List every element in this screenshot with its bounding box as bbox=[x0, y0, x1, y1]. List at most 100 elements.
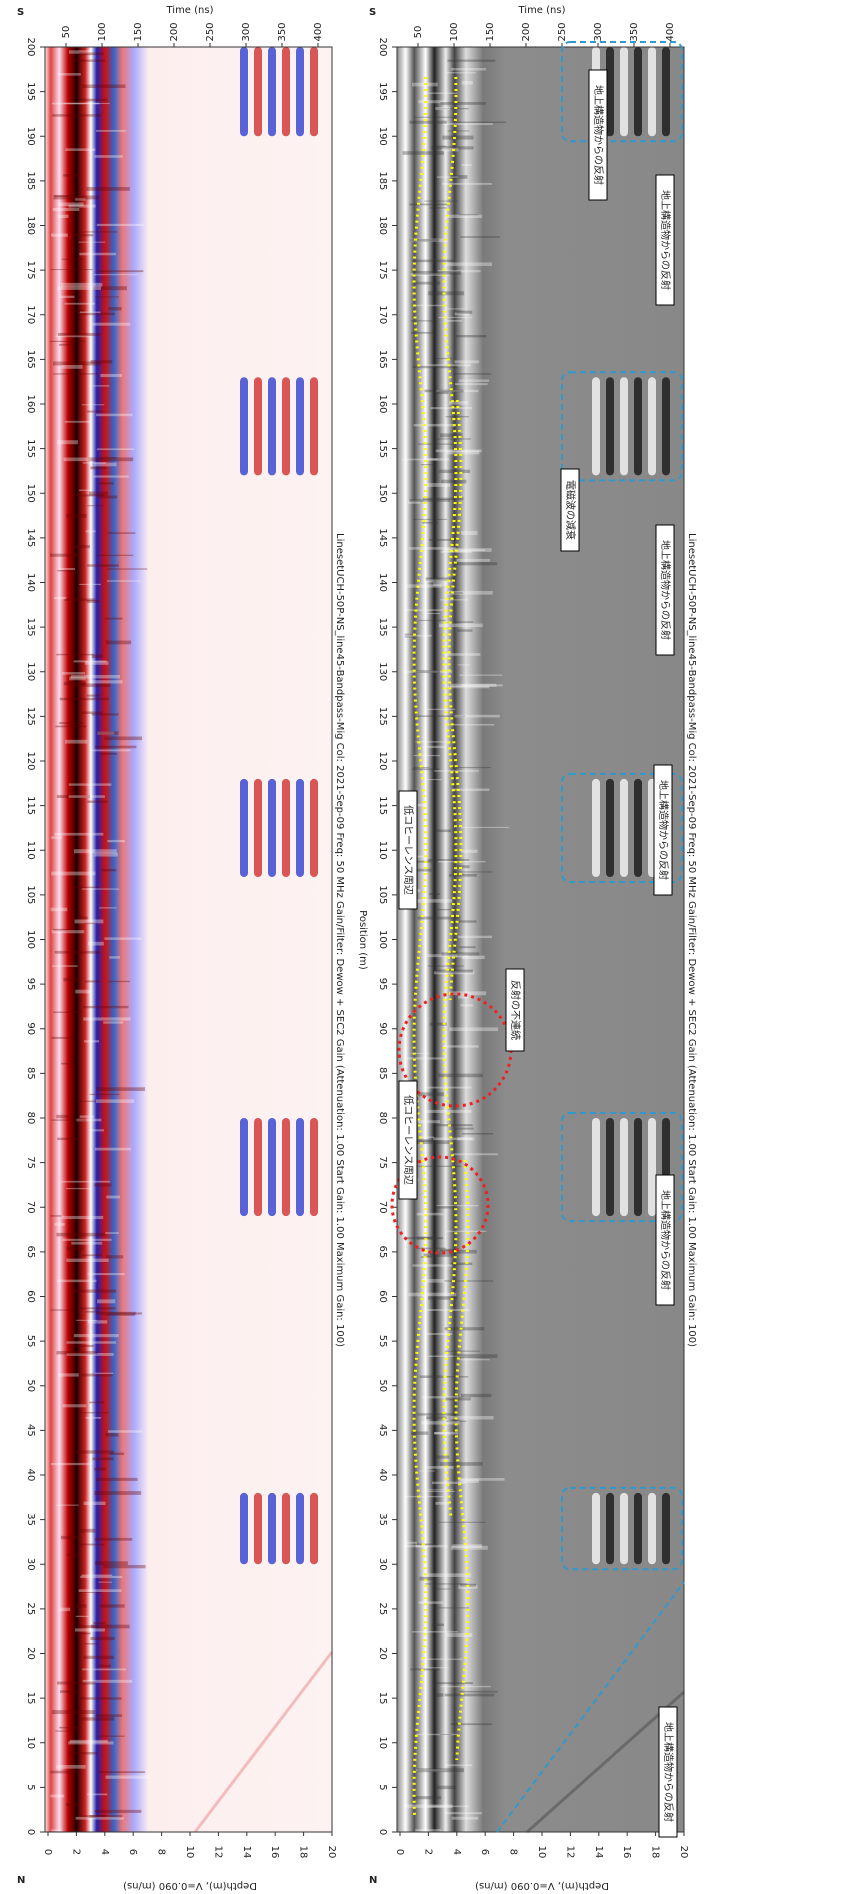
texture bbox=[450, 991, 486, 995]
texture bbox=[56, 654, 93, 656]
depth-tick-label: 0 bbox=[42, 1849, 53, 1855]
texture bbox=[79, 52, 104, 55]
texture bbox=[57, 440, 78, 444]
texture bbox=[79, 584, 101, 585]
texture bbox=[76, 1320, 96, 1321]
texture bbox=[106, 641, 131, 645]
texture bbox=[458, 936, 492, 938]
texture bbox=[81, 1717, 115, 1720]
texture bbox=[442, 183, 492, 185]
texture bbox=[87, 564, 119, 566]
position-tick-label: 155 bbox=[377, 439, 388, 458]
texture bbox=[104, 736, 142, 740]
texture bbox=[66, 1803, 78, 1806]
texture bbox=[412, 260, 454, 263]
position-tick-label: 50 bbox=[25, 1379, 36, 1392]
texture bbox=[414, 282, 440, 285]
texture bbox=[58, 73, 81, 76]
time-tick-label: 300 bbox=[593, 22, 604, 41]
annotation: 反射の不連続 bbox=[509, 980, 522, 1040]
texture bbox=[457, 122, 507, 123]
texture bbox=[83, 1006, 129, 1008]
position-tick-label: 90 bbox=[25, 1022, 36, 1035]
texture bbox=[106, 1255, 123, 1258]
texture bbox=[65, 303, 95, 305]
texture bbox=[58, 215, 69, 218]
depth-tick-label: 4 bbox=[451, 1849, 462, 1855]
texture bbox=[413, 271, 461, 275]
texture bbox=[76, 1450, 114, 1453]
position-tick-label: 115 bbox=[377, 796, 388, 815]
diffraction bbox=[282, 1493, 290, 1564]
texture bbox=[62, 1216, 104, 1219]
texture bbox=[52, 114, 101, 117]
texture bbox=[440, 1734, 452, 1735]
texture bbox=[414, 424, 455, 427]
position-tick-label: 135 bbox=[25, 618, 36, 637]
diffraction bbox=[620, 377, 628, 475]
position-tick-label: 140 bbox=[25, 573, 36, 592]
texture bbox=[54, 1223, 64, 1226]
texture bbox=[429, 539, 459, 541]
position-tick-label: 55 bbox=[377, 1335, 388, 1348]
position-tick-label: 20 bbox=[25, 1647, 36, 1660]
texture bbox=[50, 1215, 61, 1217]
texture bbox=[446, 215, 482, 218]
position-tick-label: 130 bbox=[377, 662, 388, 681]
bottom-label: N bbox=[369, 1875, 377, 1886]
texture bbox=[446, 262, 492, 266]
texture bbox=[459, 675, 502, 676]
texture bbox=[422, 1491, 454, 1492]
texture bbox=[79, 253, 116, 256]
annotation: 地上構造物からの反射 bbox=[662, 1722, 675, 1822]
texture bbox=[103, 1565, 145, 1568]
position-tick-label: 160 bbox=[25, 394, 36, 413]
texture bbox=[92, 1457, 113, 1460]
texture bbox=[87, 801, 107, 803]
texture bbox=[65, 740, 87, 744]
texture bbox=[100, 753, 117, 755]
texture bbox=[53, 208, 79, 211]
position-tick-label: 70 bbox=[377, 1201, 388, 1214]
position-tick-label: 195 bbox=[25, 82, 36, 101]
texture bbox=[425, 779, 442, 780]
annotation: 低コヒーレンス周辺 bbox=[402, 1095, 415, 1185]
texture bbox=[429, 893, 440, 895]
texture bbox=[71, 675, 120, 678]
texture bbox=[451, 68, 486, 70]
diffraction bbox=[620, 1118, 628, 1216]
texture bbox=[419, 1470, 435, 1471]
texture bbox=[54, 597, 66, 599]
texture bbox=[71, 1242, 102, 1245]
texture bbox=[107, 580, 141, 581]
texture bbox=[440, 1462, 483, 1466]
time-axis-title: Time (ns) bbox=[165, 5, 213, 16]
texture bbox=[78, 1412, 108, 1413]
texture bbox=[57, 570, 72, 572]
position-tick-label: 145 bbox=[25, 528, 36, 547]
texture bbox=[88, 942, 104, 946]
texture bbox=[52, 1710, 95, 1714]
texture bbox=[411, 332, 434, 334]
position-tick-label: 185 bbox=[25, 171, 36, 190]
texture bbox=[58, 333, 101, 336]
annotation: 地上構造物からの反射 bbox=[657, 780, 670, 880]
texture bbox=[418, 444, 456, 445]
texture bbox=[51, 269, 93, 270]
texture bbox=[76, 1616, 89, 1617]
texture bbox=[438, 317, 471, 318]
texture bbox=[420, 1375, 443, 1378]
texture bbox=[456, 335, 486, 337]
position-tick-label: 155 bbox=[25, 439, 36, 458]
texture bbox=[51, 1037, 74, 1039]
texture bbox=[435, 1786, 455, 1790]
texture bbox=[445, 1764, 472, 1766]
texture bbox=[87, 411, 102, 413]
texture bbox=[459, 380, 489, 382]
texture bbox=[412, 1631, 457, 1632]
position-tick-label: 90 bbox=[377, 1022, 388, 1035]
position-tick-label: 30 bbox=[25, 1558, 36, 1571]
texture bbox=[51, 1309, 71, 1310]
texture bbox=[55, 833, 104, 836]
texture bbox=[409, 121, 446, 124]
